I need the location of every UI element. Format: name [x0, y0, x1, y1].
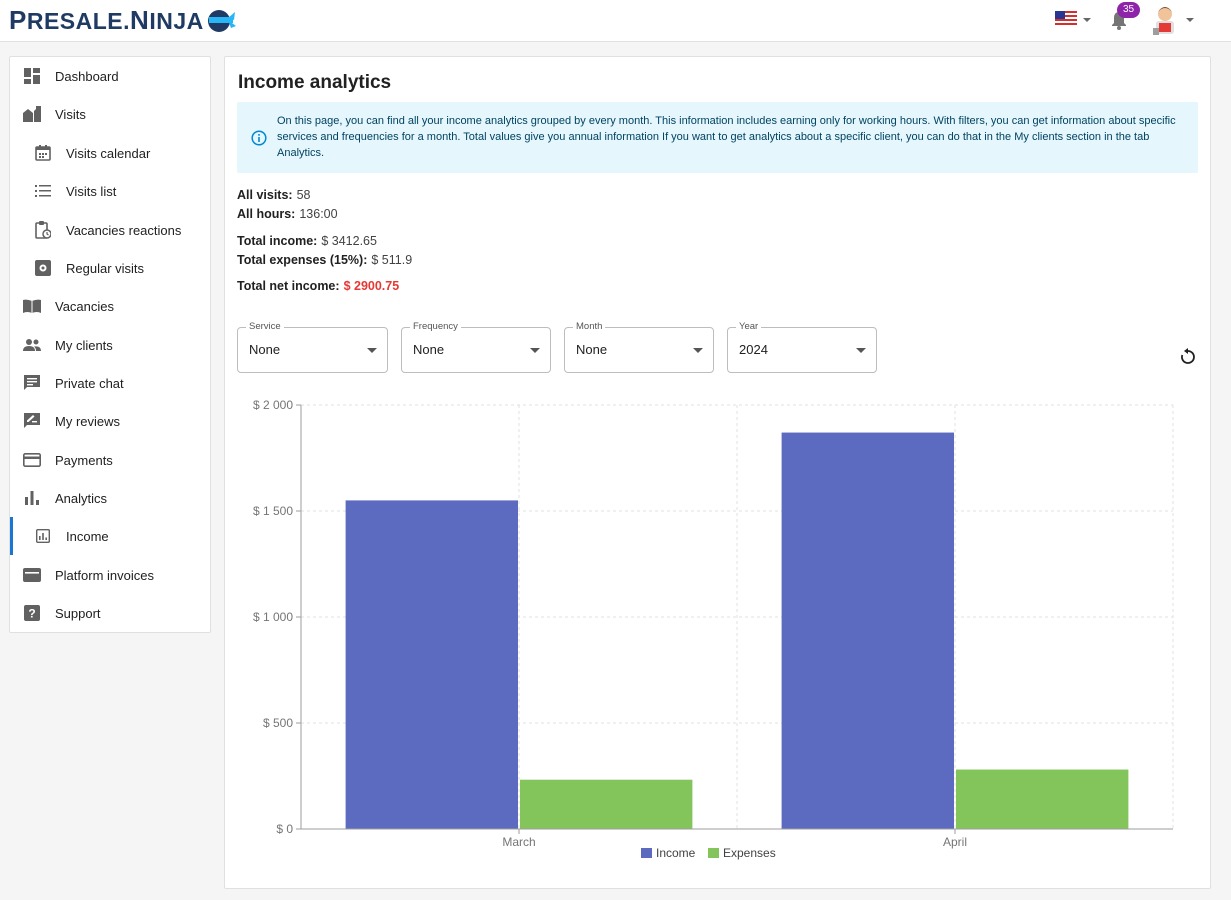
sidebar-item-vacancies[interactable]: Vacancies — [10, 287, 210, 325]
sidebar-item-my-reviews[interactable]: My reviews — [10, 402, 210, 440]
sidebar-item-label: Analytics — [55, 490, 108, 506]
y-tick-label: $ 500 — [263, 716, 293, 730]
help-icon: ? — [23, 604, 41, 622]
bar-income-march — [345, 500, 518, 829]
sidebar-item-label: Payments — [55, 452, 113, 468]
sidebar-item-label: Dashboard — [55, 68, 119, 84]
gear-box-icon — [34, 259, 52, 277]
service-select-value: None — [249, 342, 281, 357]
visits-icon — [23, 105, 41, 123]
people-icon — [23, 336, 41, 354]
year-select-label: Year — [736, 321, 762, 332]
credit-card-icon — [23, 451, 41, 469]
sidebar-item-regular-visits[interactable]: Regular visits — [10, 249, 210, 287]
sidebar-item-visits-list[interactable]: Visits list — [10, 172, 210, 210]
list-icon — [34, 182, 52, 200]
ninja-mask-icon — [207, 10, 236, 32]
chat-icon — [23, 374, 41, 392]
frequency-select-label: Frequency — [410, 321, 461, 332]
sidebar-item-label: My clients — [55, 337, 113, 353]
stat-all-visits: All visits: 58 — [237, 188, 311, 202]
sidebar-item-label: Private chat — [55, 375, 124, 391]
legend-label-expenses: Expenses — [723, 846, 776, 860]
sidebar-item-label: Platform invoices — [55, 567, 154, 583]
stat-all-hours: All hours: 136:00 — [237, 207, 338, 221]
stat-total-expenses: Total expenses (15%): $ 511.9 — [237, 253, 413, 267]
bar-expenses-march — [520, 779, 693, 829]
logo-text: PRESALE.NINJA — [9, 4, 204, 35]
clipboard-clock-icon — [34, 221, 52, 239]
y-tick-label: $ 1 500 — [253, 504, 293, 518]
language-caret-icon[interactable] — [1083, 18, 1091, 22]
calendar-icon — [34, 144, 52, 162]
info-icon — [251, 130, 267, 146]
legend-swatch-income — [641, 848, 652, 858]
sidebar-item-label: Visits list — [66, 183, 117, 199]
svg-text:?: ? — [28, 607, 35, 621]
y-tick-label: $ 2 000 — [253, 398, 293, 412]
book-icon — [23, 297, 41, 315]
sidebar-item-label: Visits — [55, 106, 86, 122]
service-select-label: Service — [246, 321, 284, 332]
notification-badge: 35 — [1117, 2, 1140, 18]
sidebar-item-visits-calendar[interactable]: Visits calendar — [10, 134, 210, 172]
chevron-down-icon — [693, 348, 703, 353]
sidebar-item-payments[interactable]: Payments — [10, 441, 210, 479]
sidebar-item-label: My reviews — [55, 413, 121, 429]
chevron-down-icon — [856, 348, 866, 353]
info-text: On this page, you can find all your inco… — [277, 115, 1176, 159]
main-card: Income analytics On this page, you can f… — [224, 56, 1211, 889]
page-title: Income analytics — [238, 72, 392, 93]
x-tick-label: April — [943, 835, 967, 849]
month-select-value: None — [576, 342, 608, 357]
month-select[interactable]: Month None — [564, 321, 714, 373]
service-select[interactable]: Service None — [237, 321, 388, 373]
us-flag-icon[interactable] — [1055, 11, 1077, 27]
chevron-down-icon — [367, 348, 377, 353]
sidebar-item-dashboard[interactable]: Dashboard — [10, 57, 210, 95]
reset-filters-icon[interactable] — [1179, 348, 1197, 366]
account-caret-icon[interactable] — [1186, 18, 1194, 22]
sidebar-item-label: Income — [66, 528, 109, 544]
presale-ninja-logo[interactable]: PRESALE.NINJA — [9, 5, 236, 35]
bar-income-april — [781, 432, 954, 829]
sidebar-item-label: Vacancies reactions — [66, 222, 182, 238]
stat-total-income: Total income: $ 3412.65 — [237, 234, 377, 248]
sidebar-item-label: Regular visits — [66, 260, 145, 276]
frequency-select[interactable]: Frequency None — [401, 321, 551, 373]
info-alert: On this page, you can find all your inco… — [237, 102, 1198, 173]
sidebar-item-my-clients[interactable]: My clients — [10, 326, 210, 364]
top-bar: PRESALE.NINJA 35 — [0, 0, 1231, 42]
sidebar-item-private-chat[interactable]: Private chat — [10, 364, 210, 402]
bar-expenses-april — [956, 769, 1129, 829]
sidebar-item-support[interactable]: ? Support — [10, 594, 210, 632]
analytics-box-icon — [34, 527, 52, 545]
sidebar-item-platform-invoices[interactable]: Platform invoices — [10, 556, 210, 594]
legend-swatch-expenses — [708, 848, 719, 858]
month-select-label: Month — [573, 321, 606, 332]
sidebar-item-label: Vacancies — [55, 298, 115, 314]
bar-chart-icon — [23, 489, 41, 507]
sidebar-item-analytics[interactable]: Analytics — [10, 479, 210, 517]
sidebar-item-label: Visits calendar — [66, 145, 151, 161]
sidebar: Dashboard Visits Visits calendar Visits … — [9, 56, 211, 633]
y-tick-label: $ 1 000 — [253, 610, 293, 624]
sidebar-item-label: Support — [55, 605, 101, 621]
stat-total-net-income: Total net income: $ 2900.75 — [237, 279, 400, 293]
rate-review-icon — [23, 412, 41, 430]
x-tick-label: March — [502, 835, 535, 849]
avatar[interactable] — [1150, 4, 1180, 36]
sidebar-item-income[interactable]: Income — [10, 517, 210, 555]
dashboard-icon — [23, 67, 41, 85]
y-tick-label: $ 0 — [276, 822, 293, 836]
year-select-value: 2024 — [739, 342, 768, 357]
sidebar-item-vacancies-reactions[interactable]: Vacancies reactions — [10, 211, 210, 249]
sidebar-item-visits[interactable]: Visits — [10, 95, 210, 133]
wallet-icon — [23, 566, 41, 584]
year-select[interactable]: Year 2024 — [727, 321, 877, 373]
chevron-down-icon — [530, 348, 540, 353]
frequency-select-value: None — [413, 342, 445, 357]
legend-label-income: Income — [656, 846, 696, 860]
